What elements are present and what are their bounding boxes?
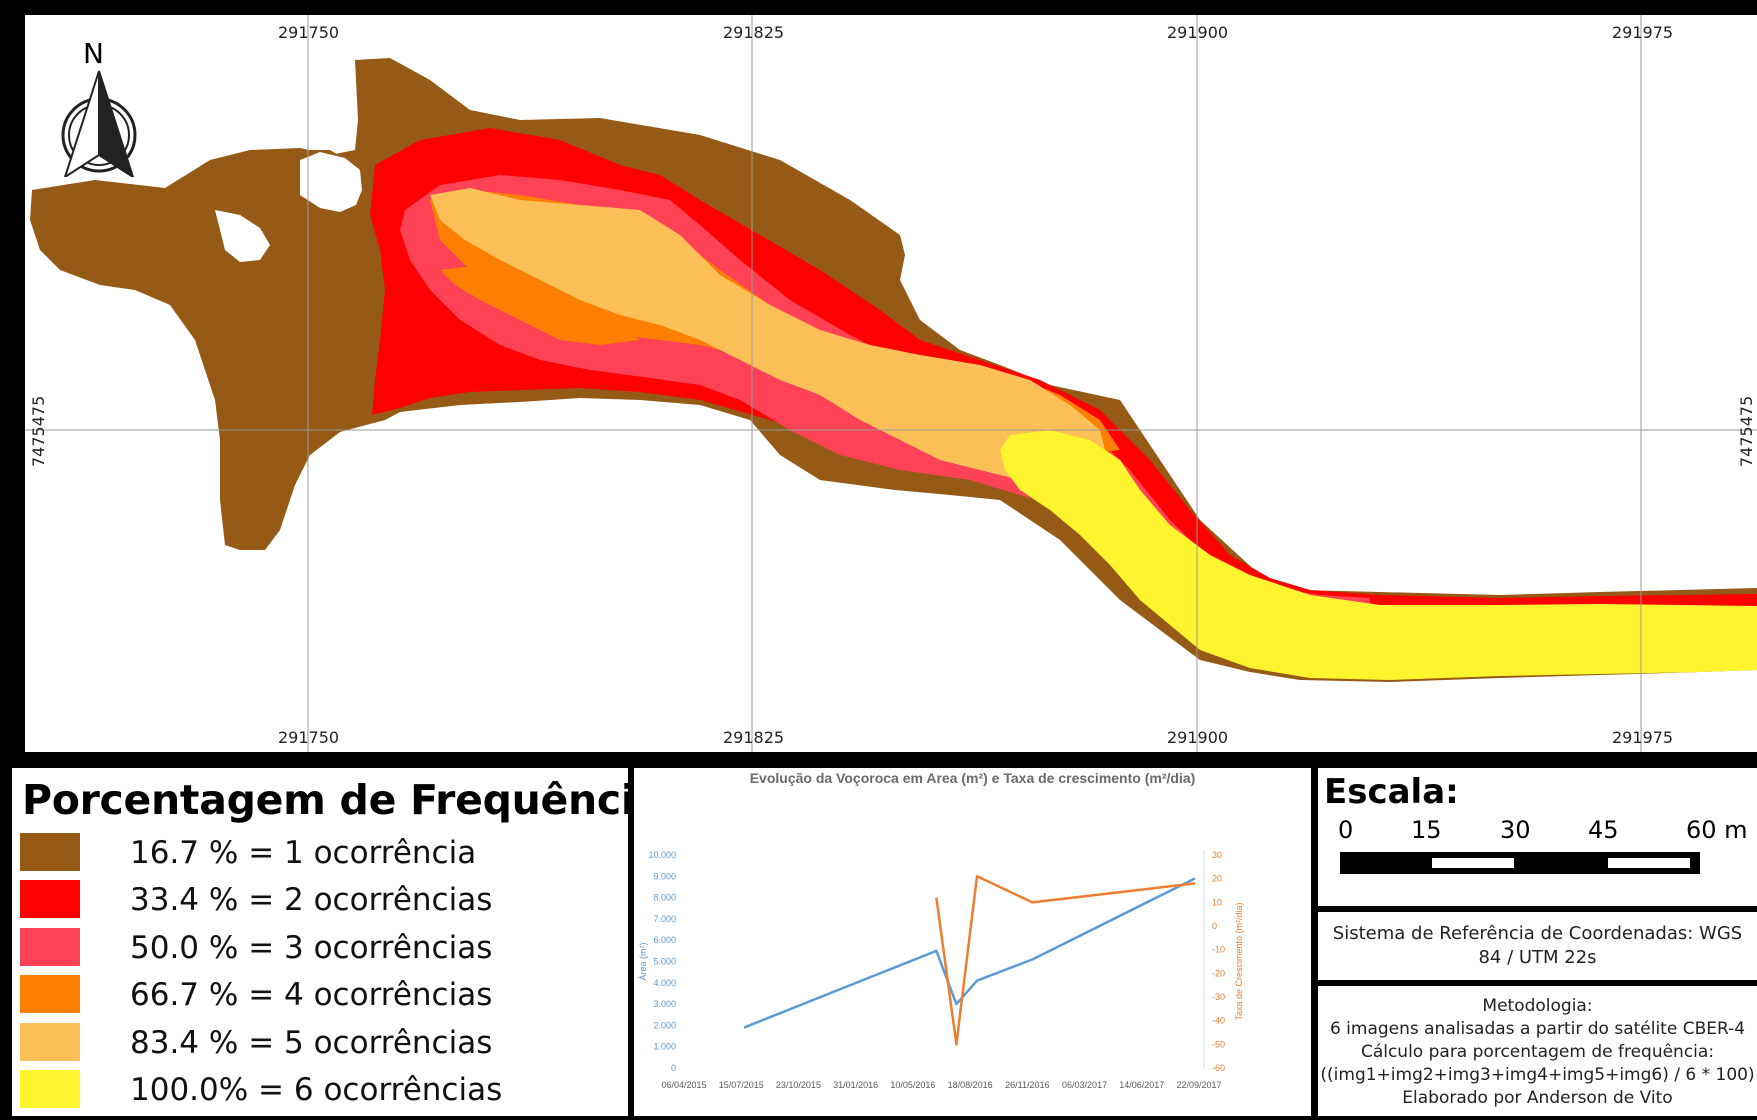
easting-bottom-4: 291975 — [1612, 728, 1674, 747]
y-right-tick: 10 — [1212, 897, 1222, 907]
legend-panel: Porcentagem de Frequência: 16.7 % = 1 oc… — [12, 768, 678, 1116]
scale-bar-segment — [1432, 858, 1514, 868]
scale-label: 0 — [1338, 816, 1354, 844]
y-right-tick: 30 — [1212, 850, 1222, 860]
scale-label: 30 — [1500, 816, 1531, 844]
legend-swatch — [20, 928, 80, 966]
y-left-axis-label: Área (m²) — [638, 942, 648, 980]
chart-panel: Evolução da Voçoroca em Area (m²) e Taxa… — [634, 768, 1311, 1116]
scale-title: Escala: — [1324, 772, 1459, 812]
legend-label: 66.7 % = 4 ocorrências — [130, 977, 493, 1013]
northing-right: 7475475 — [1737, 395, 1756, 467]
legend-label: 50.0 % = 3 ocorrências — [130, 930, 493, 966]
y-right-tick: -50 — [1212, 1039, 1225, 1049]
legend-swatch — [20, 975, 80, 1013]
legend-swatch — [20, 880, 80, 918]
easting-bottom-2: 291825 — [723, 728, 785, 747]
x-tick-label: 31/01/2016 — [833, 1080, 878, 1090]
north-arrow-icon: N — [55, 37, 143, 177]
map-grid — [25, 15, 1757, 752]
map-area[interactable]: 291750 291825 291900 291975 291750 29182… — [25, 15, 1757, 752]
x-tick-label: 26/11/2016 — [1005, 1080, 1049, 1090]
scale-panel: Escala: 0 15 30 45 60 m — [1318, 768, 1757, 906]
easting-top-2: 291825 — [723, 23, 785, 42]
easting-top-3: 291900 — [1167, 23, 1229, 42]
y-left-tick: 7.000 — [653, 914, 676, 924]
chart-canvas: 10.000 9.000 8.000 7.000 6.000 5.000 4.000 3.00… — [638, 850, 1244, 1090]
easting-top-4: 291975 — [1612, 23, 1674, 42]
x-tick-label: 18/08/2016 — [948, 1080, 993, 1090]
x-tick-label: 22/09/2017 — [1176, 1080, 1221, 1090]
y-right-tick: -40 — [1212, 1016, 1225, 1026]
y-left-tick: 5.000 — [653, 957, 676, 967]
legend-label: 16.7 % = 1 ocorrência — [130, 835, 477, 871]
crs-line: Sistema de Referência de Coordenadas: WG… — [1332, 923, 1743, 944]
y-left-tick: 2.000 — [653, 1020, 676, 1030]
y-left-tick: 8.000 — [653, 893, 676, 903]
map-canvas — [25, 15, 1757, 752]
y-right-axis-label: Taxa de Crescimento (m²/dia) — [1234, 902, 1244, 1020]
x-tick-label: 23/10/2015 — [776, 1080, 821, 1090]
x-tick-label: 06/03/2017 — [1062, 1080, 1107, 1090]
y-right-tick: -60 — [1212, 1063, 1225, 1073]
scale-bar — [1340, 852, 1700, 874]
legend-label: 100.0% = 6 ocorrências — [130, 1072, 503, 1108]
x-tick-label: 14/06/2017 — [1119, 1080, 1164, 1090]
x-tick-label: 06/04/2015 — [661, 1080, 706, 1090]
methodology-line: 6 imagens analisadas a partir do satélit… — [1329, 1019, 1746, 1039]
methodology-line: Cálculo para porcentagem de frequência: — [1360, 1042, 1715, 1062]
legend-swatch — [20, 1023, 80, 1061]
y-right-tick: -30 — [1212, 992, 1225, 1002]
crs-text: Sistema de Referência de Coordenadas: WG… — [1324, 922, 1751, 970]
scale-label: 60 m — [1686, 816, 1748, 844]
compass-icon — [61, 70, 137, 177]
map-gap — [215, 152, 362, 262]
legend-title: Porcentagem de Frequência: — [22, 776, 679, 824]
y-right-tick: -10 — [1212, 945, 1225, 955]
legend-label: 33.4 % = 2 ocorrências — [130, 882, 493, 918]
easting-top-1: 291750 — [278, 23, 340, 42]
y-left-tick: 6.000 — [653, 935, 676, 945]
y-left-tick: 4.000 — [653, 978, 676, 988]
scale-bar-segment — [1608, 858, 1690, 868]
zone-class-6 — [1000, 430, 1757, 680]
easting-bottom-3: 291900 — [1167, 728, 1229, 747]
easting-bottom-1: 291750 — [278, 728, 340, 747]
x-tick-label: 15/07/2015 — [719, 1080, 764, 1090]
series-area-line — [743, 877, 1196, 1029]
crs-panel: Sistema de Referência de Coordenadas: WG… — [1318, 912, 1757, 980]
legend-swatch — [20, 1070, 80, 1108]
chart-title: Evolução da Voçoroca em Area (m²) e Taxa… — [749, 770, 1196, 786]
methodology-panel: Metodologia: 6 imagens analisadas a part… — [1318, 986, 1757, 1116]
legend-swatch — [20, 833, 80, 871]
north-label: N — [83, 37, 104, 70]
crs-line: 84 / UTM 22s — [1478, 947, 1597, 968]
y-right-tick: -20 — [1212, 968, 1225, 978]
methodology-title: Metodologia: — [1482, 996, 1593, 1016]
legend-label: 83.4 % = 5 ocorrências — [130, 1025, 493, 1061]
methodology-line: ((img1+img2+img3+img4+img5+img6) / 6 * 1… — [1320, 1065, 1755, 1085]
y-left-tick: 0 — [671, 1063, 676, 1073]
x-tick-label: 10/05/2016 — [890, 1080, 935, 1090]
zone-class-5 — [430, 188, 1170, 560]
northing-left: 7475475 — [29, 395, 48, 467]
scale-label: 15 — [1411, 816, 1442, 844]
y-left-tick: 9.000 — [653, 871, 676, 881]
scale-label: 45 — [1588, 816, 1619, 844]
methodology-author: Elaborado por Anderson de Vito — [1402, 1088, 1673, 1108]
y-left-tick: 3.000 — [653, 999, 676, 1009]
y-right-tick: 0 — [1212, 921, 1217, 931]
y-left-tick: 10.000 — [648, 850, 676, 860]
y-left-tick: 1.000 — [653, 1042, 676, 1052]
y-right-tick: 20 — [1212, 874, 1222, 884]
series-rate-line — [935, 875, 1196, 1046]
